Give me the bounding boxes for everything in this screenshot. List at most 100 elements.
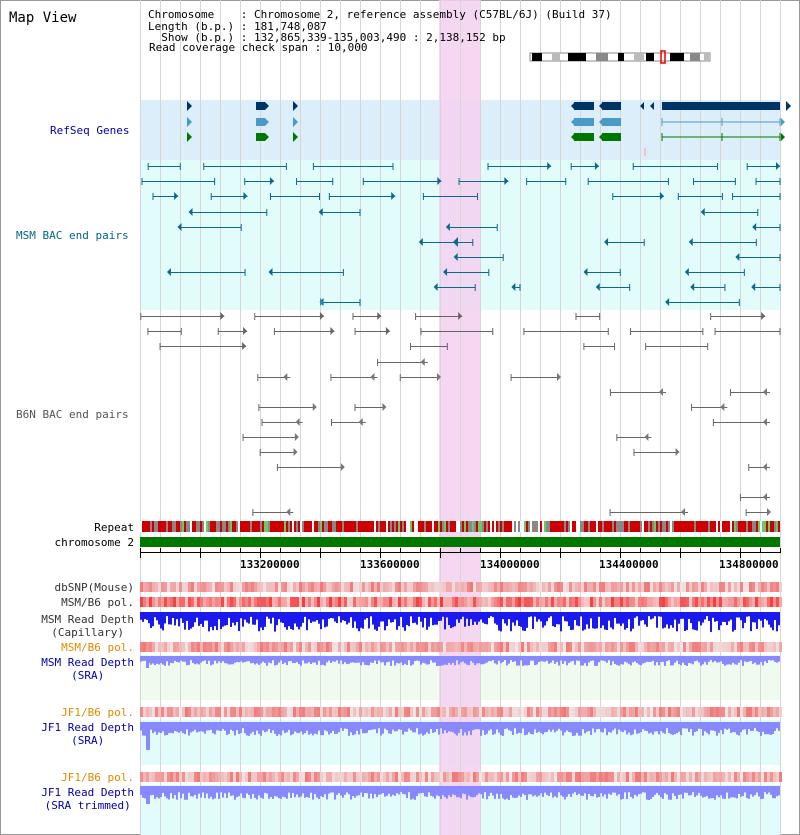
read-depth-bar — [392, 656, 394, 661]
read-depth-bar — [240, 656, 242, 662]
polymorphism-density — [644, 597, 647, 607]
track-label-b6n-bac[interactable]: B6N BAC end pairs — [16, 408, 129, 421]
read-depth-bar — [512, 656, 514, 663]
track-label-msm-bac[interactable]: MSM BAC end pairs — [16, 229, 129, 242]
polymorphism-density — [767, 582, 770, 592]
polymorphism-density — [596, 707, 599, 717]
read-depth-bar — [384, 722, 386, 729]
polymorphism-density — [149, 582, 152, 592]
polymorphism-density — [443, 642, 446, 652]
polymorphism-density — [659, 772, 662, 782]
repeat-element — [484, 521, 486, 532]
jf1-depth-sra-line1: JF1 Read Depth — [41, 721, 134, 734]
read-depth-bar — [386, 722, 388, 731]
polymorphism-density — [542, 707, 545, 717]
read-depth-bar — [462, 786, 464, 794]
read-depth-bar — [658, 656, 660, 666]
repeat-element — [286, 521, 288, 532]
polymorphism-density — [350, 772, 353, 782]
polymorphism-density — [461, 772, 464, 782]
read-depth-bar — [268, 656, 270, 663]
repeat-element — [384, 521, 386, 532]
polymorphism-density — [335, 642, 338, 652]
polymorphism-density — [446, 597, 449, 607]
polymorphism-density — [776, 707, 779, 717]
strand-arrow — [650, 102, 654, 110]
repeat-element — [760, 521, 762, 532]
read-depth-bar — [646, 786, 648, 800]
polymorphism-density — [497, 597, 500, 607]
repeat-element — [316, 521, 318, 532]
polymorphism-density — [353, 772, 356, 782]
read-depth-bar — [378, 612, 380, 627]
polymorphism-density — [581, 582, 584, 592]
read-depth-bar — [580, 656, 582, 666]
read-depth-bar — [218, 612, 220, 620]
repeat-element — [310, 521, 312, 532]
polymorphism-density — [701, 707, 704, 717]
polymorphism-density — [212, 582, 215, 592]
read-depth-bar — [346, 612, 348, 625]
polymorphism-density — [413, 582, 416, 592]
read-depth-bar — [224, 656, 226, 664]
polymorphism-density — [716, 597, 719, 607]
polymorphism-density — [653, 642, 656, 652]
read-depth-bar — [412, 786, 414, 799]
polymorphism-density — [473, 597, 476, 607]
repeat-element — [238, 521, 240, 532]
read-depth-bar — [312, 722, 314, 736]
polymorphism-density — [323, 772, 326, 782]
polymorphism-density — [509, 772, 512, 782]
read-depth-bar — [728, 722, 730, 729]
repeat-element — [772, 521, 774, 532]
polymorphism-density — [719, 772, 722, 782]
polymorphism-density — [473, 582, 476, 592]
polymorphism-density — [698, 642, 701, 652]
polymorphism-density — [464, 597, 467, 607]
polymorphism-density — [599, 772, 602, 782]
polymorphism-density — [299, 642, 302, 652]
read-depth-bar — [342, 612, 344, 621]
read-depth-bar — [696, 656, 698, 661]
repeat-element — [574, 521, 576, 532]
read-depth-bar — [302, 786, 304, 794]
polymorphism-density — [302, 642, 305, 652]
repeat-element — [524, 521, 526, 532]
repeat-element — [282, 521, 284, 532]
polymorphism-density — [368, 772, 371, 782]
repeat-element — [364, 521, 366, 532]
read-depth-bar — [728, 786, 730, 799]
read-depth-bar — [684, 722, 686, 729]
repeat-element — [422, 521, 424, 532]
repeat-element — [730, 521, 732, 532]
read-depth-bar — [140, 722, 142, 731]
read-depth-bar — [386, 786, 388, 796]
repeat-element — [154, 521, 156, 532]
polymorphism-density — [611, 707, 614, 717]
read-depth-bar — [620, 722, 622, 732]
polymorphism-density — [776, 642, 779, 652]
track-label-repeat: Repeat — [94, 521, 134, 534]
polymorphism-density — [173, 597, 176, 607]
track-label-refseq[interactable]: RefSeq Genes — [50, 124, 130, 137]
polymorphism-density — [416, 707, 419, 717]
gene-exon — [256, 133, 265, 141]
repeat-element — [338, 521, 340, 532]
polymorphism-density — [695, 707, 698, 717]
read-depth-bar — [476, 722, 478, 730]
repeat-element — [172, 521, 174, 532]
read-depth-bar — [658, 612, 660, 617]
read-depth-bar — [656, 786, 658, 793]
strand-arrow — [293, 117, 298, 127]
read-depth-bar — [678, 656, 680, 665]
repeat-element — [768, 521, 770, 532]
read-depth-bar — [732, 656, 734, 663]
polymorphism-density — [275, 582, 278, 592]
read-depth-bar — [520, 722, 522, 734]
read-depth-bar — [430, 612, 432, 618]
read-depth-bar — [156, 722, 158, 735]
read-depth-bar — [588, 722, 590, 732]
polymorphism-density — [779, 707, 782, 717]
read-depth-bar — [596, 612, 598, 629]
